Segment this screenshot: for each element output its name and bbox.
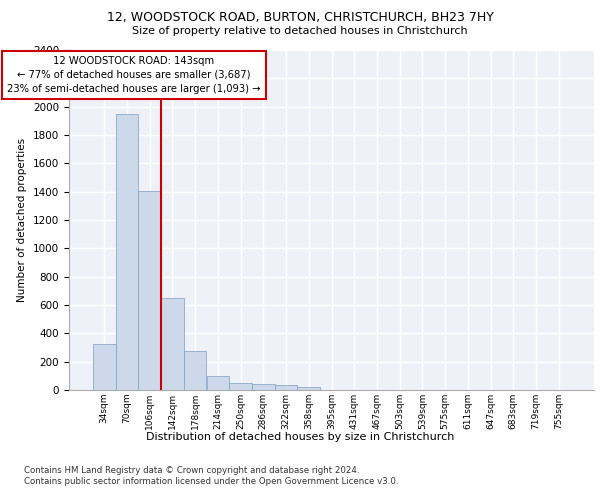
Y-axis label: Number of detached properties: Number of detached properties	[17, 138, 28, 302]
Bar	[93, 344, 116, 390]
Bar	[139, 191, 161, 390]
Text: 12, WOODSTOCK ROAD, BURTON, CHRISTCHURCH, BH23 7HY: 12, WOODSTOCK ROAD, BURTON, CHRISTCHURCH…	[107, 12, 493, 24]
Bar	[252, 384, 275, 390]
Bar	[116, 114, 139, 390]
Text: Distribution of detached houses by size in Christchurch: Distribution of detached houses by size …	[146, 432, 454, 442]
Text: Contains public sector information licensed under the Open Government Licence v3: Contains public sector information licen…	[24, 478, 398, 486]
Text: 12 WOODSTOCK ROAD: 143sqm
← 77% of detached houses are smaller (3,687)
23% of se: 12 WOODSTOCK ROAD: 143sqm ← 77% of detac…	[7, 56, 260, 94]
Text: Contains HM Land Registry data © Crown copyright and database right 2024.: Contains HM Land Registry data © Crown c…	[24, 466, 359, 475]
Bar	[298, 387, 320, 390]
Bar	[206, 376, 229, 390]
Bar	[161, 298, 184, 390]
Bar	[275, 385, 298, 390]
Bar	[229, 384, 252, 390]
Bar	[184, 351, 206, 390]
Text: Size of property relative to detached houses in Christchurch: Size of property relative to detached ho…	[132, 26, 468, 36]
